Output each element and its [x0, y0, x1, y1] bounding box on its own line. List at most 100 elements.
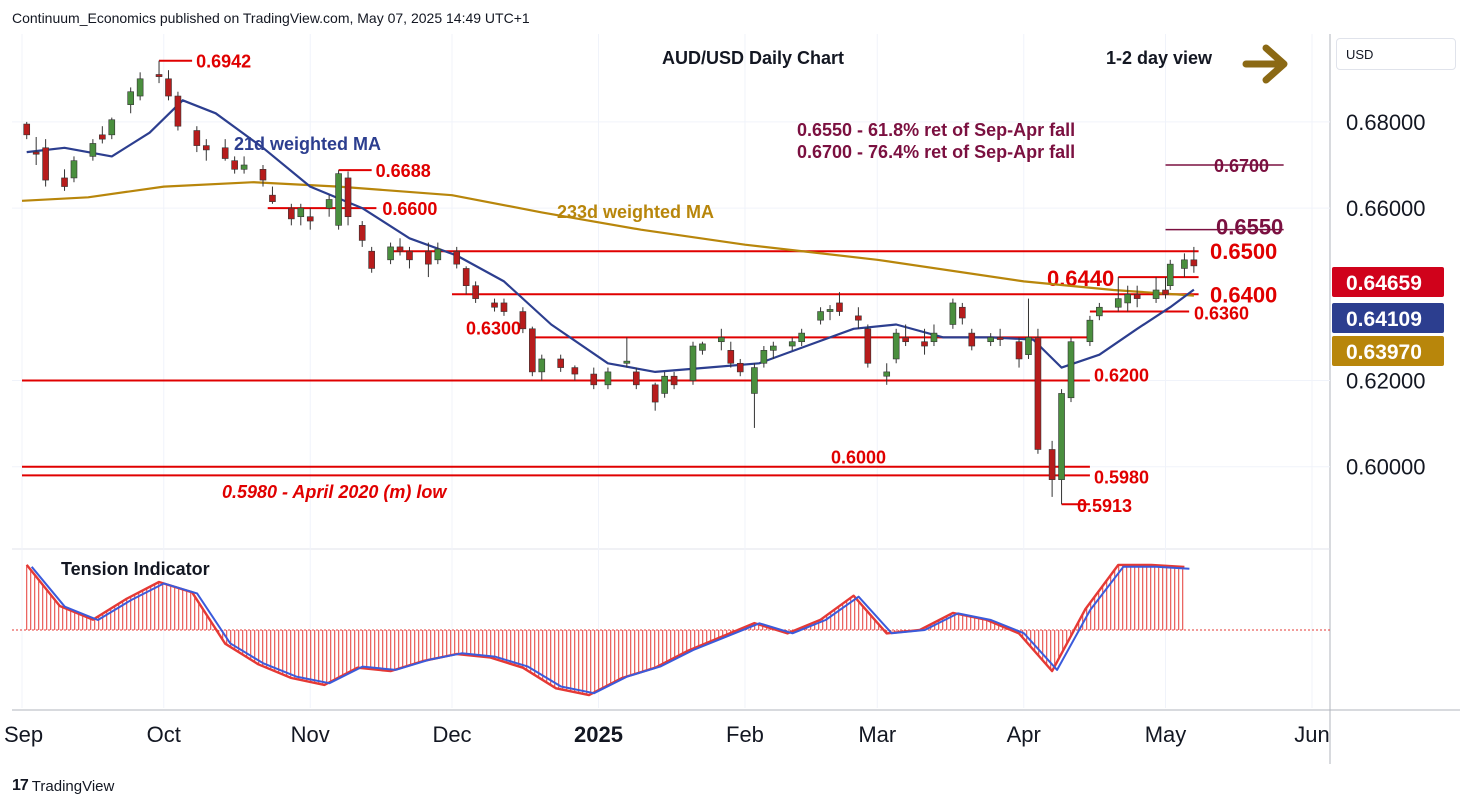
candle [1166, 259, 1174, 290]
currency-selector[interactable]: USD [1336, 38, 1456, 70]
level-label: 0.6200 [1094, 366, 1149, 386]
candle [968, 328, 976, 351]
tradingview-logo[interactable]: 17 TradingView [12, 777, 114, 795]
level-label: 0.6688 [376, 161, 431, 181]
candles [23, 60, 1198, 505]
candle-body [661, 375, 668, 394]
candle [798, 328, 805, 347]
candle [571, 365, 579, 381]
price-badges: 0.64659 0.64109 0.63970 [1332, 267, 1444, 366]
candle-body [1114, 298, 1122, 308]
candle-body [500, 302, 508, 312]
candle-body [519, 311, 527, 330]
x-tick-label: 2025 [574, 722, 623, 747]
candle [751, 363, 758, 428]
price-badge [1332, 303, 1444, 333]
candle-body [1048, 449, 1056, 480]
level-label: 0.5980 [1094, 467, 1149, 487]
candle-body [269, 194, 276, 202]
candle [727, 341, 735, 368]
candle [529, 326, 536, 377]
candle [826, 305, 834, 321]
candle [193, 126, 201, 153]
candle [136, 72, 144, 101]
candle [670, 371, 678, 390]
candle [368, 246, 375, 273]
candle [604, 367, 612, 390]
candle-body [632, 371, 640, 386]
publisher-credit: Continuum_Economics published on Trading… [12, 10, 530, 26]
candle-body [491, 302, 498, 308]
candle [108, 117, 116, 140]
candle-body [406, 250, 413, 261]
level-label: 0.6300 [466, 318, 521, 338]
x-tick-label: Jun [1294, 722, 1329, 747]
level-label: 0.6000 [831, 448, 886, 468]
candle-body [987, 337, 994, 343]
candle-body [425, 250, 432, 265]
candle [491, 298, 498, 312]
x-tick-label: Nov [291, 722, 330, 747]
level-label: 0.6400 [1210, 282, 1277, 307]
candle [297, 203, 305, 226]
time-axis: Sep Oct Nov Dec 2025 Feb Mar Apr May Jun [4, 722, 1330, 747]
price-badge [1332, 336, 1444, 366]
candle [240, 156, 248, 174]
candle [472, 281, 479, 303]
candle [632, 367, 640, 390]
candle [855, 307, 862, 329]
candle-body [434, 248, 442, 261]
candle [770, 341, 777, 359]
candle-body [61, 177, 68, 187]
y-tick-label: 0.62000 [1346, 369, 1426, 394]
tradingview-icon: 17 [12, 777, 29, 794]
x-tick-label: Mar [858, 722, 896, 747]
candle [325, 195, 333, 217]
ma233-label: 233d weighted MA [557, 202, 714, 222]
x-tick-label: Oct [147, 722, 181, 747]
level-label: 0.6600 [382, 199, 437, 219]
chart-title: AUD/USD Daily Chart [662, 48, 844, 68]
candle [1067, 337, 1075, 403]
candle [1152, 277, 1160, 303]
candle-body [736, 362, 744, 373]
candle [165, 70, 172, 101]
x-tick-label: Sep [4, 722, 43, 747]
candle [1015, 337, 1023, 368]
candle-body [472, 285, 479, 299]
y-tick-label: 0.66000 [1346, 196, 1426, 221]
candle [174, 91, 182, 131]
candle-body [136, 78, 144, 97]
candle [1096, 302, 1103, 321]
candle-body [202, 145, 210, 151]
candle [718, 328, 725, 351]
candle [387, 242, 394, 265]
candle [519, 307, 527, 334]
candle [921, 328, 928, 355]
candle [406, 246, 413, 269]
candle-body [99, 134, 106, 140]
candle [760, 346, 768, 368]
candle [1124, 285, 1132, 312]
candle-body [538, 358, 546, 373]
candle [1048, 440, 1056, 497]
candle [358, 221, 366, 247]
candle [930, 324, 938, 347]
candle [1190, 246, 1198, 273]
candle-body [788, 341, 796, 347]
candle [23, 121, 31, 140]
tension-indicator [12, 563, 1330, 697]
candle-body [864, 328, 872, 364]
annotations: AUD/USD Daily Chart 1-2 day view 21d wei… [61, 44, 1288, 579]
candle-body [1190, 259, 1198, 267]
candle-body [1067, 341, 1075, 399]
candle-body [751, 367, 758, 394]
x-tick-label: May [1145, 722, 1187, 747]
candle-body [1133, 294, 1141, 299]
candle-body [1096, 306, 1103, 317]
candle [335, 170, 342, 230]
candle-body [259, 169, 267, 181]
candle-body [571, 367, 579, 375]
candle [1133, 285, 1141, 308]
